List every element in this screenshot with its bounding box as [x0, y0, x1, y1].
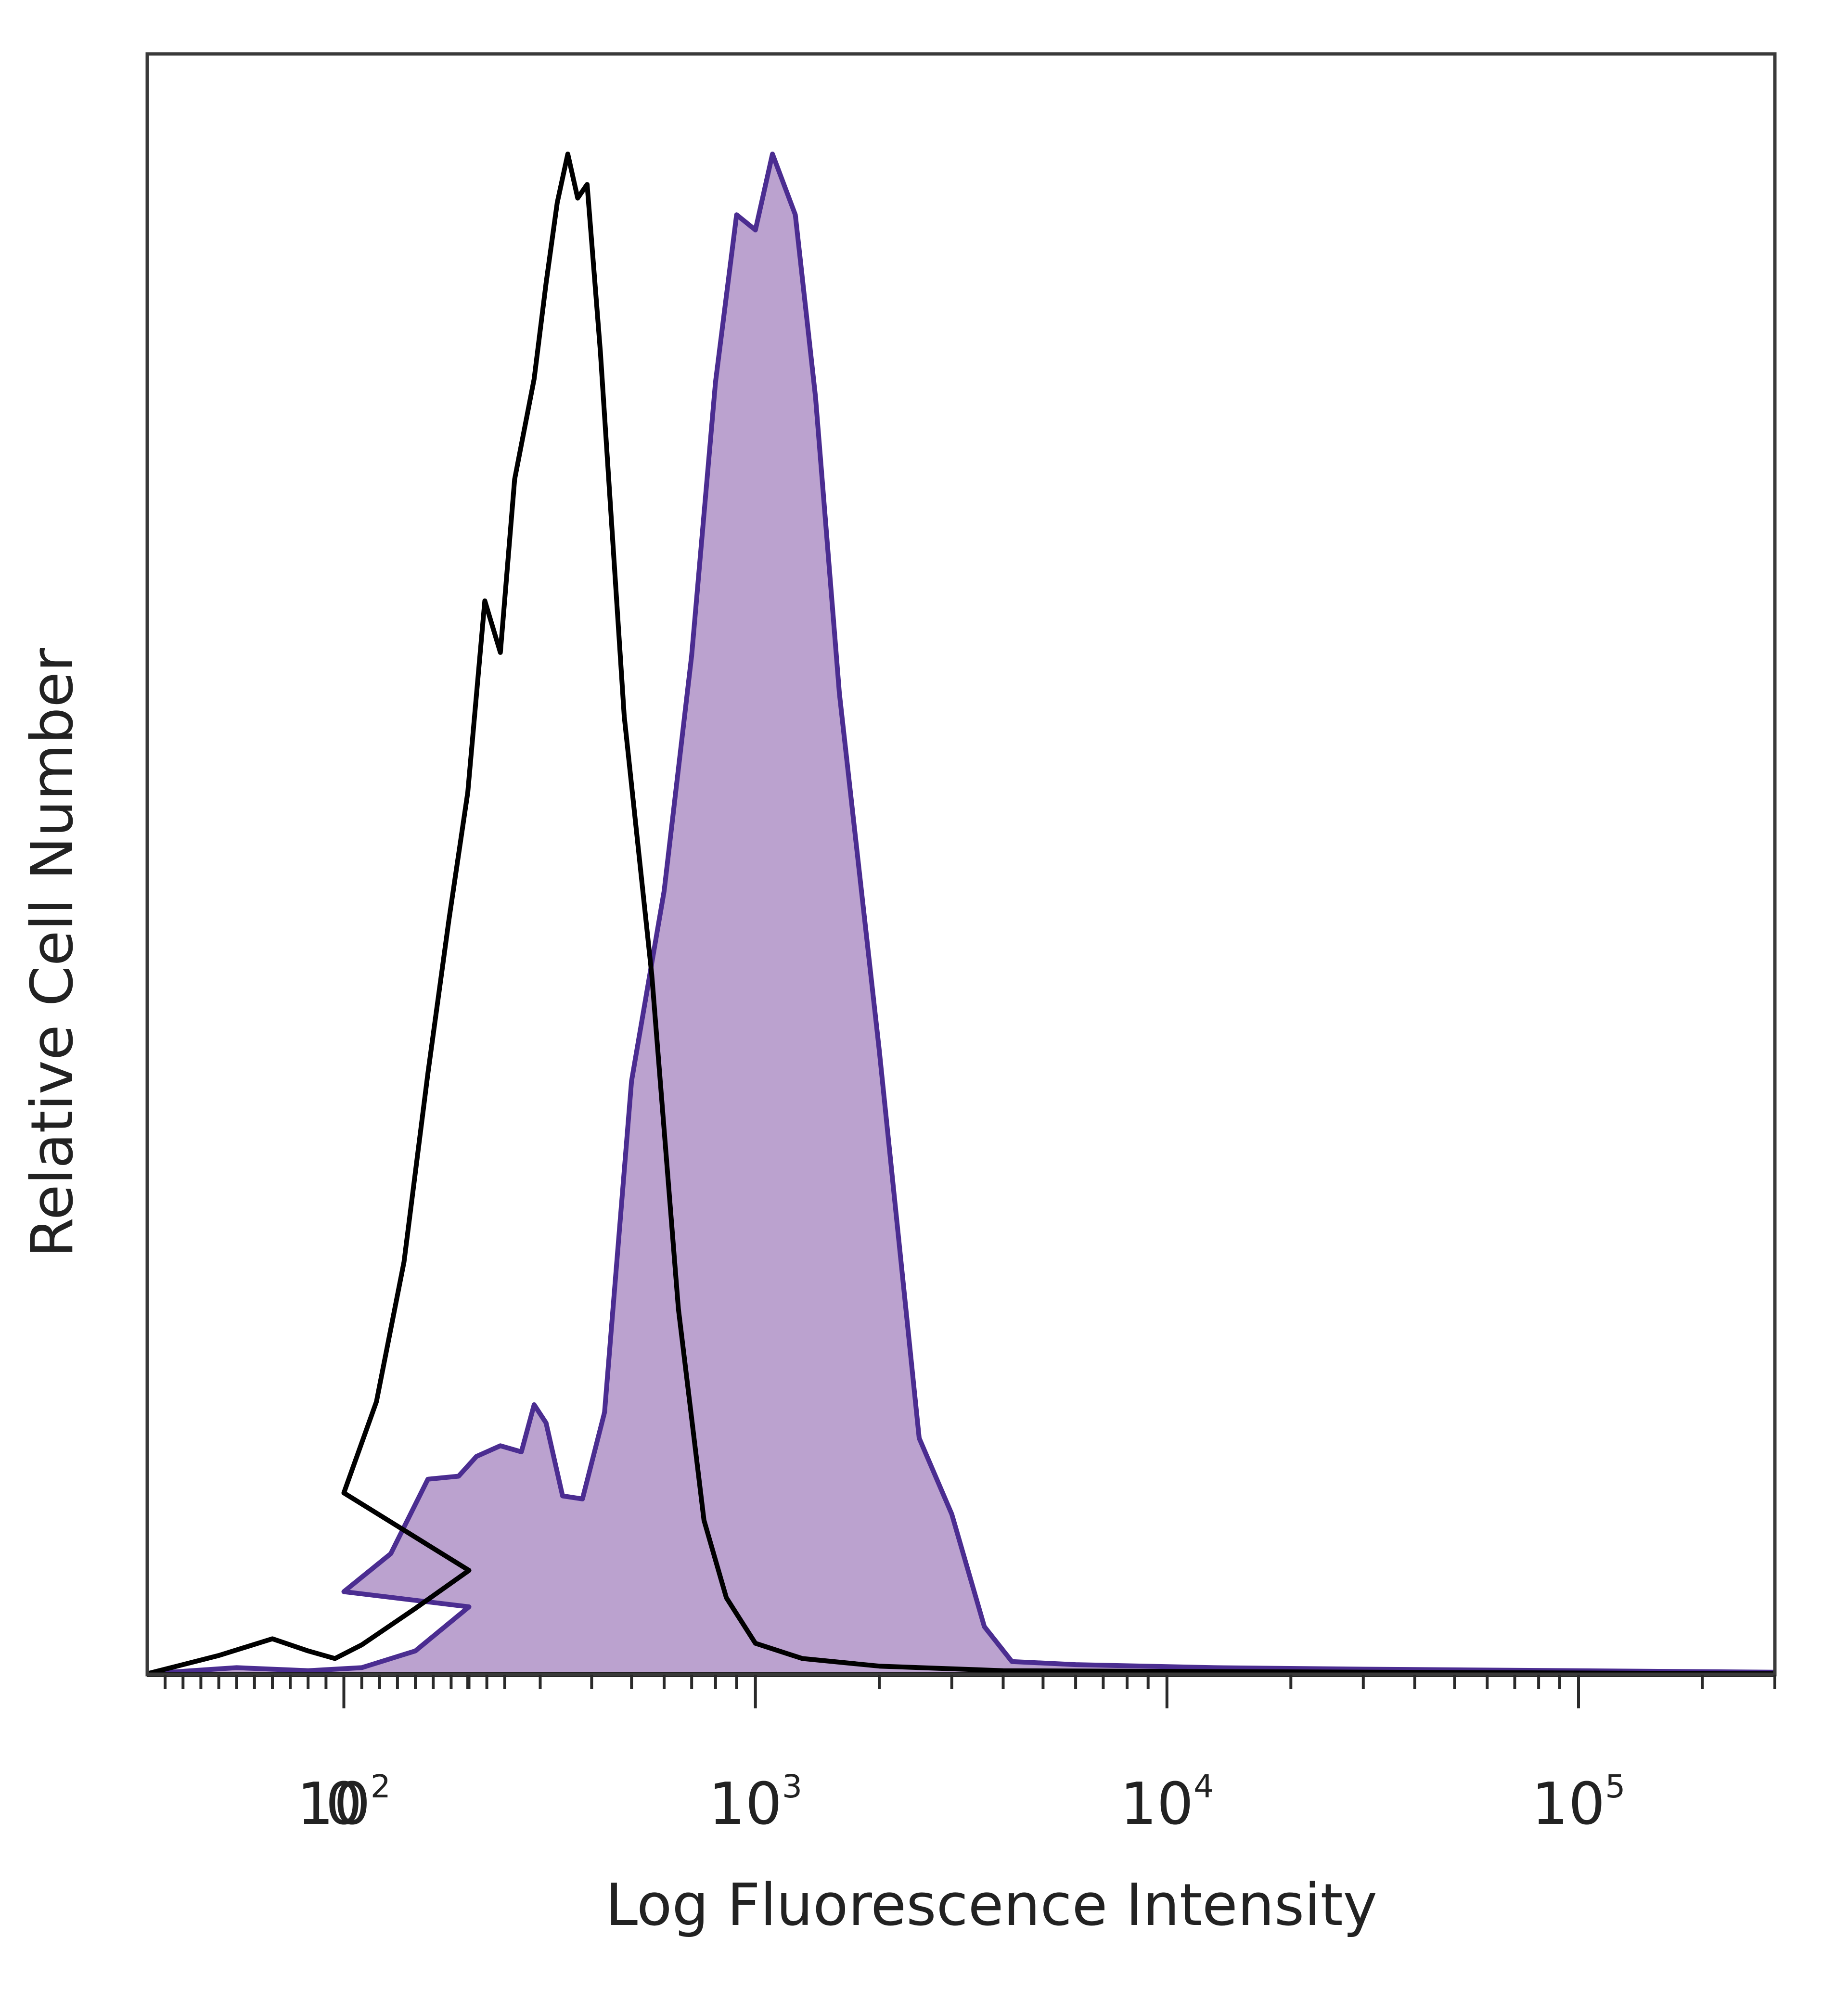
- x-tick-label: 103: [708, 1768, 802, 1838]
- stained-histogram-line: [147, 152, 1775, 1676]
- control-histogram-line: [146, 152, 1775, 1676]
- x-axis-title: Log Fluorescence Intensity: [605, 1872, 1377, 1939]
- x-axis-ticks: [164, 1675, 1776, 1708]
- x-tick-label: 0: [325, 1771, 362, 1838]
- plot-area: [146, 152, 1775, 1677]
- y-axis-title: Relative Cell Number: [19, 648, 86, 1257]
- plot-frame: [145, 52, 1777, 1677]
- stained-histogram-fill: [147, 154, 1775, 1674]
- x-tick-label: 104: [1120, 1768, 1214, 1838]
- x-tick-label: 105: [1532, 1768, 1626, 1838]
- x-tick-label: 102: [297, 1768, 391, 1838]
